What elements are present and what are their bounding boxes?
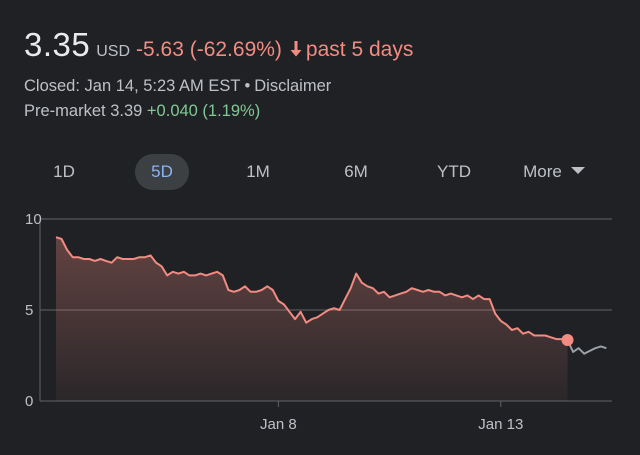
y-tick-label: 0 xyxy=(25,393,33,410)
price-change: -5.63 (-62.69%) xyxy=(136,38,282,61)
tab-ytd[interactable]: YTD xyxy=(437,162,471,181)
price-chart: 0 5 10 Jan 8 Jan 13 xyxy=(25,211,612,433)
premarket-series-line xyxy=(566,339,607,355)
change-period: past 5 days xyxy=(305,38,414,61)
premarket-label: Pre-market xyxy=(24,102,106,120)
currency-code: USD xyxy=(96,43,131,60)
x-tick-label: Jan 8 xyxy=(260,416,297,433)
caret-down-icon xyxy=(570,167,585,174)
closed-timestamp: Closed: Jan 14, 5:23 AM EST xyxy=(24,77,241,95)
range-tabs: 1D 5D 1M 6M YTD More xyxy=(0,154,640,190)
current-price-marker xyxy=(561,334,574,347)
premarket-change: +0.040 (1.19%) xyxy=(146,102,261,120)
more-dropdown[interactable]: More xyxy=(512,154,596,190)
current-price: 3.35 xyxy=(24,26,91,63)
x-tick-label: Jan 13 xyxy=(478,416,523,433)
tab-5d[interactable]: 5D xyxy=(135,154,189,190)
tab-6m[interactable]: 6M xyxy=(344,162,368,181)
y-tick-label: 10 xyxy=(25,211,42,228)
y-tick-label: 5 xyxy=(25,302,33,319)
series-area-fill xyxy=(56,237,568,401)
quote-header: 3.35 USD -5.63 (-62.69%) past 5 days xyxy=(24,26,413,64)
arrow-down-icon xyxy=(290,41,302,57)
separator-dot: • xyxy=(244,77,251,95)
disclaimer-link[interactable]: Disclaimer xyxy=(254,77,332,95)
closed-info: Closed: Jan 14, 5:23 AM EST • Disclaimer xyxy=(24,77,331,96)
more-label: More xyxy=(523,162,562,181)
tab-1m[interactable]: 1M xyxy=(246,162,270,181)
price-series-line xyxy=(55,236,568,341)
tab-1d[interactable]: 1D xyxy=(53,162,75,181)
premarket-price: 3.39 xyxy=(110,102,143,120)
premarket-info: Pre-market 3.39 +0.040 (1.19%) xyxy=(24,102,260,121)
